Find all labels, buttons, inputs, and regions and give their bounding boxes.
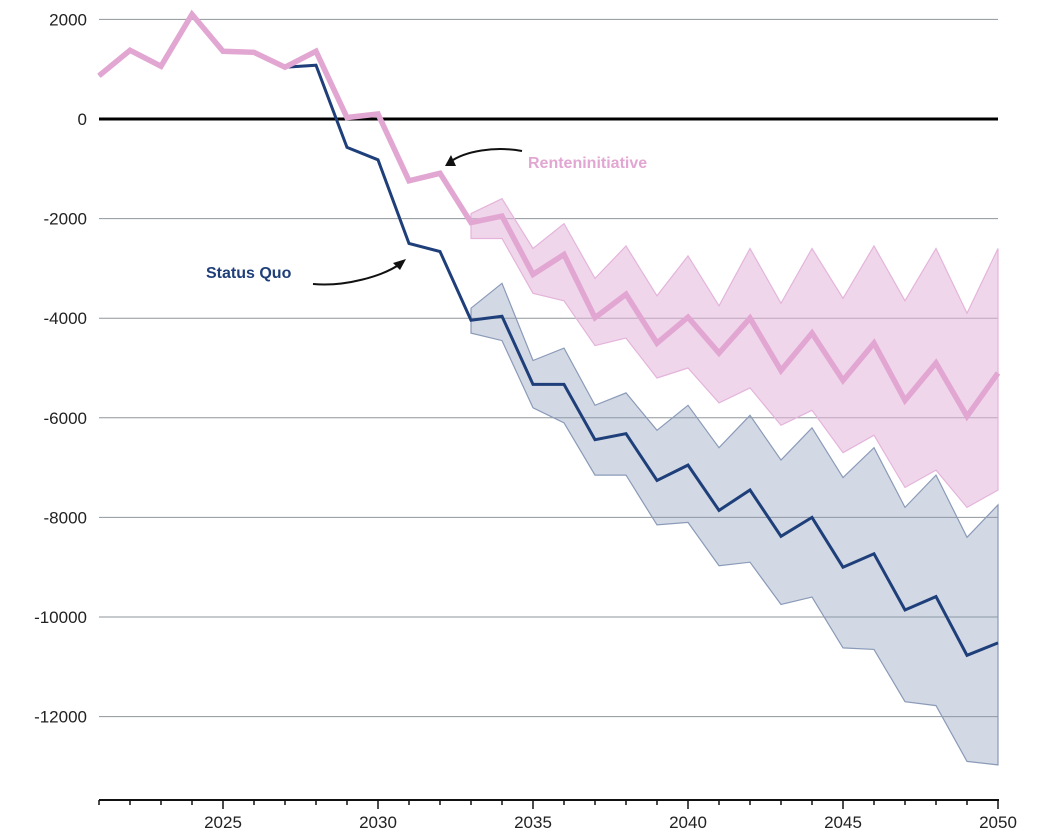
x-axis [98,799,999,809]
arrowhead-renteninitiative [445,155,456,166]
line-renteninitiative [97,9,1001,422]
band-renteninitiative [470,197,999,509]
y-tick-label: -10000 [34,608,87,627]
arrow-status-quo [312,263,401,286]
annotation-renteninitiative: Renteninitiative [528,155,647,172]
series-lines [97,9,1001,658]
band-status-quo [470,282,999,766]
x-tick-labels: 2025 2030 2035 2040 2045 2050 [204,813,1017,831]
arrowhead-status-quo [393,259,406,270]
y-tick-label: -8000 [44,508,87,527]
x-tick-label: 2025 [204,813,242,831]
y-tick-label: -2000 [44,210,87,229]
y-tick-label: -4000 [44,309,87,328]
arrow-renteninitiative [449,148,523,163]
x-tick-label: 2030 [359,813,397,831]
y-tick-label: -12000 [34,708,87,727]
y-tick-labels: 2000 0 -2000 -4000 -6000 -8000 -10000 -12000 [34,10,87,726]
x-tick-label: 2040 [669,813,707,831]
y-tick-label: -6000 [44,409,87,428]
x-tick-label: 2035 [514,813,552,831]
y-tick-label: 0 [78,110,87,129]
grid-lines [99,18,998,718]
annotation-status-quo: Status Quo [206,265,292,282]
y-tick-label: 2000 [49,10,87,29]
annotations: Renteninitiative Status Quo [206,148,647,286]
x-tick-label: 2045 [824,813,862,831]
x-tick-label: 2050 [979,813,1017,831]
uncertainty-bands [470,197,999,766]
